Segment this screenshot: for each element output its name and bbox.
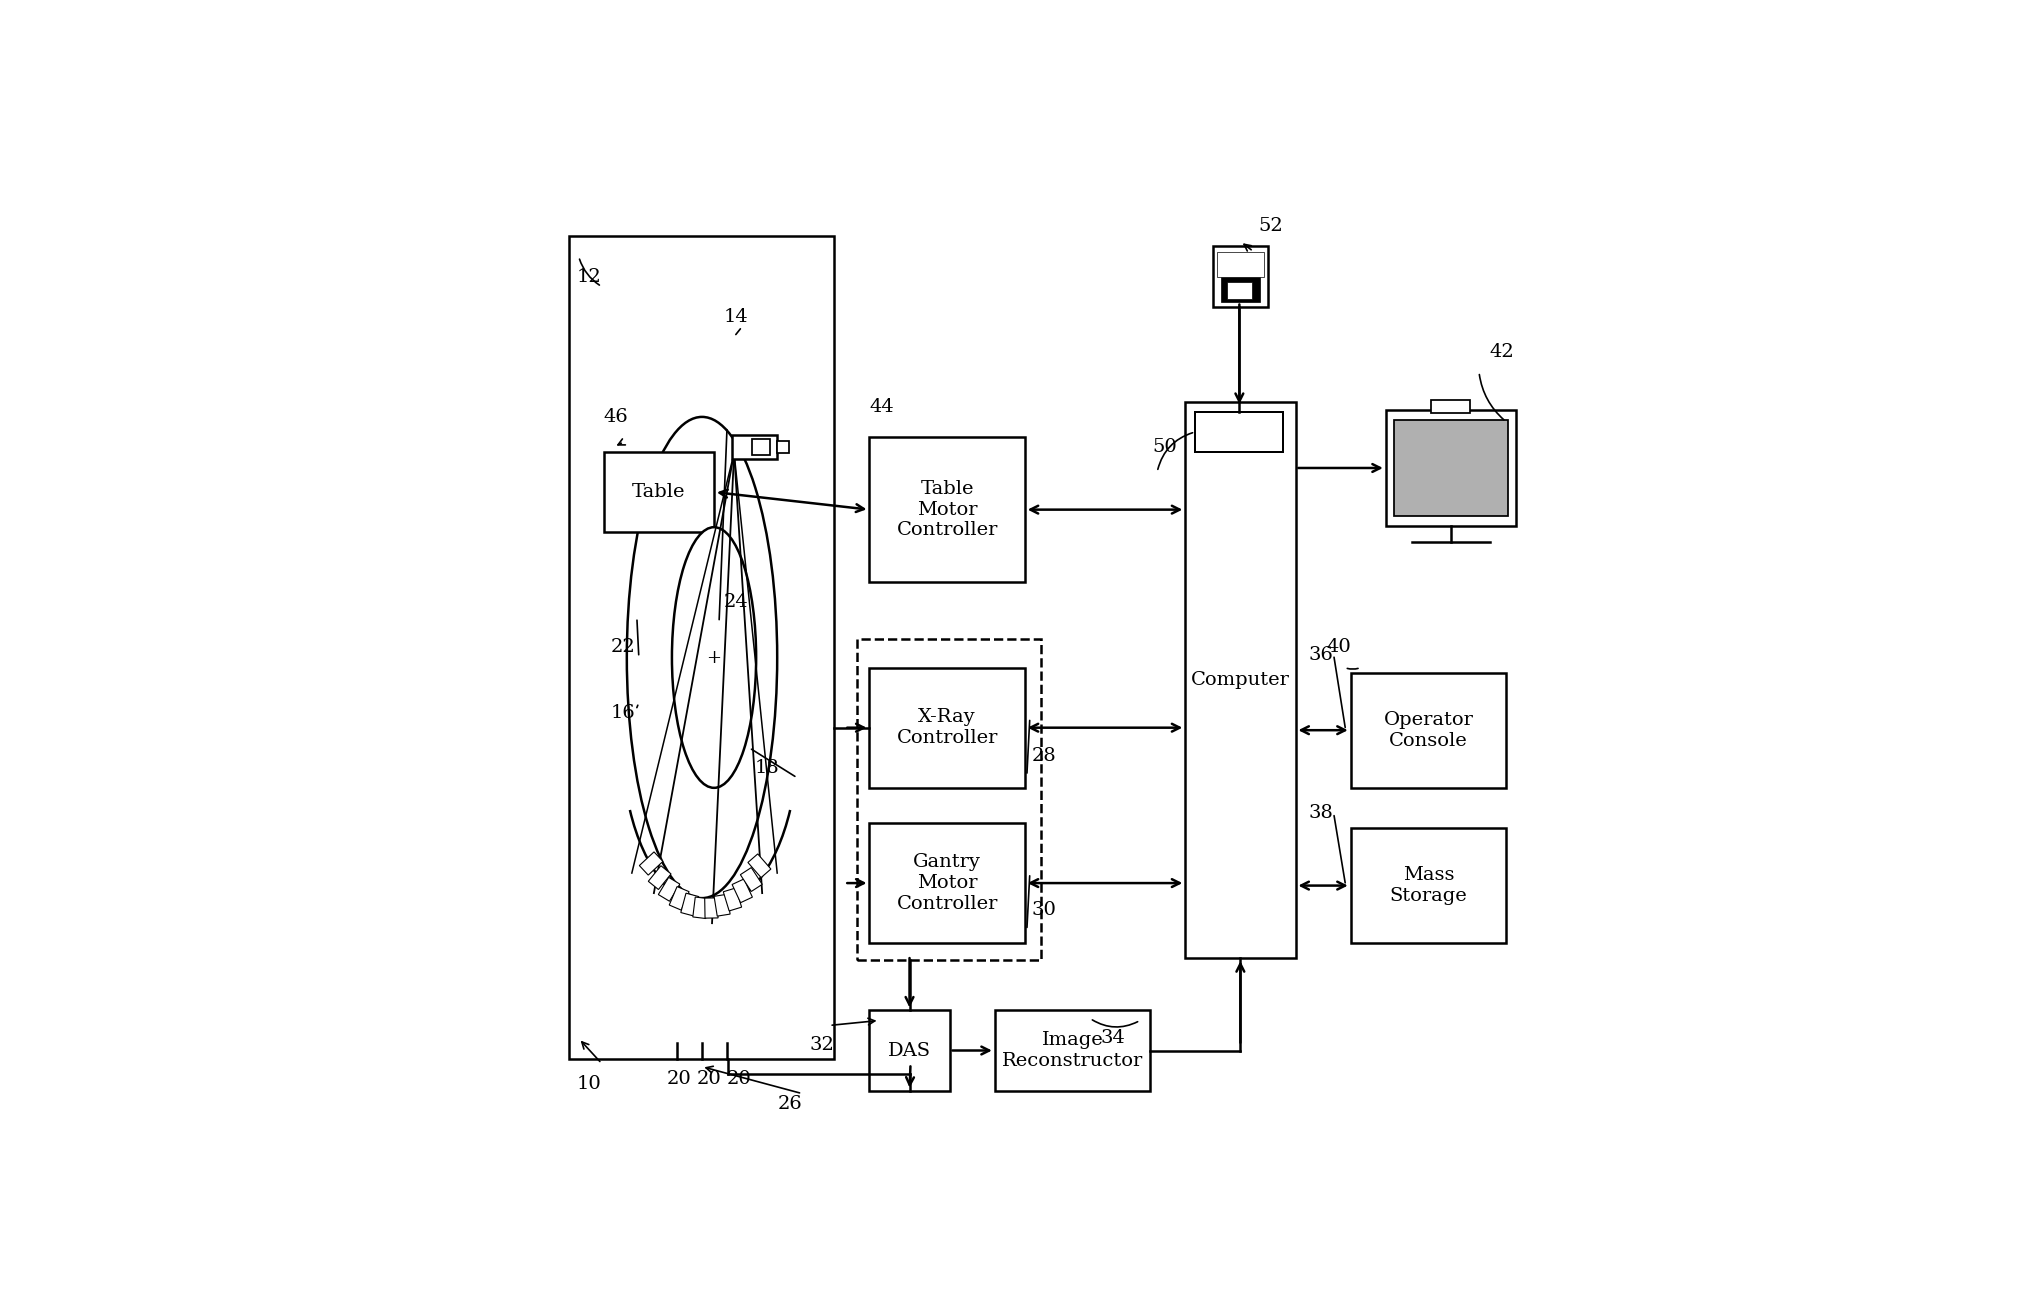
Text: Gantry
Motor
Controller: Gantry Motor Controller — [897, 853, 998, 913]
Bar — [605, 452, 714, 533]
Text: 24: 24 — [724, 594, 749, 612]
Bar — [777, 441, 789, 453]
Ellipse shape — [672, 527, 757, 788]
Text: 20: 20 — [698, 1069, 722, 1087]
Bar — [1185, 402, 1295, 958]
Bar — [1430, 400, 1471, 414]
Bar — [749, 854, 771, 878]
Bar — [1351, 673, 1506, 788]
Bar — [741, 867, 763, 892]
Text: Computer: Computer — [1191, 671, 1290, 689]
Bar — [994, 1010, 1150, 1091]
Bar — [753, 439, 771, 454]
Text: Image
Reconstructor: Image Reconstructor — [1002, 1031, 1142, 1070]
Bar — [1221, 276, 1260, 302]
Text: 42: 42 — [1489, 342, 1514, 361]
Text: 28: 28 — [1033, 747, 1057, 764]
Bar — [1394, 421, 1508, 516]
Text: X-Ray
Controller: X-Ray Controller — [897, 708, 998, 747]
Bar — [732, 435, 777, 460]
Text: 30: 30 — [1033, 901, 1057, 919]
Text: 20: 20 — [726, 1069, 753, 1087]
Text: 26: 26 — [777, 1095, 801, 1113]
Bar — [682, 893, 698, 915]
Bar — [722, 888, 743, 911]
Text: 32: 32 — [810, 1036, 834, 1055]
Text: 12: 12 — [576, 267, 601, 285]
Bar — [657, 878, 680, 901]
Bar — [858, 639, 1041, 961]
Bar — [1386, 410, 1516, 526]
Text: DAS: DAS — [889, 1042, 931, 1060]
Bar — [732, 879, 753, 902]
Bar — [714, 894, 730, 917]
Ellipse shape — [597, 316, 808, 999]
Bar — [870, 668, 1025, 788]
Text: 16: 16 — [611, 703, 635, 721]
Text: 34: 34 — [1100, 1030, 1124, 1048]
Bar — [692, 897, 708, 918]
Bar — [1351, 828, 1506, 943]
Text: 52: 52 — [1258, 217, 1282, 236]
Ellipse shape — [627, 417, 777, 898]
Text: 14: 14 — [724, 307, 749, 326]
Bar — [870, 1010, 950, 1091]
Text: 22: 22 — [611, 638, 635, 656]
Text: 36: 36 — [1309, 646, 1333, 664]
Text: 46: 46 — [605, 408, 629, 426]
Bar — [704, 898, 718, 918]
Bar — [568, 237, 834, 1059]
Bar — [870, 437, 1025, 582]
Bar — [1217, 253, 1264, 276]
Bar — [1195, 411, 1284, 452]
Text: Table
Motor
Controller: Table Motor Controller — [897, 480, 998, 539]
Text: 38: 38 — [1309, 803, 1333, 822]
Bar — [1213, 246, 1268, 307]
Bar — [1228, 281, 1252, 298]
Text: 40: 40 — [1327, 638, 1351, 656]
Text: Operator
Console: Operator Console — [1384, 711, 1473, 750]
Text: 44: 44 — [870, 398, 895, 415]
Text: Mass
Storage: Mass Storage — [1390, 866, 1467, 905]
Text: 50: 50 — [1152, 437, 1177, 456]
Text: Table: Table — [633, 483, 686, 501]
Bar — [670, 887, 690, 910]
Bar — [649, 866, 672, 889]
Bar — [639, 852, 663, 875]
Text: 20: 20 — [668, 1069, 692, 1087]
Text: 10: 10 — [576, 1074, 601, 1092]
Bar — [870, 823, 1025, 943]
Text: 18: 18 — [755, 759, 779, 777]
Text: +: + — [706, 648, 722, 667]
